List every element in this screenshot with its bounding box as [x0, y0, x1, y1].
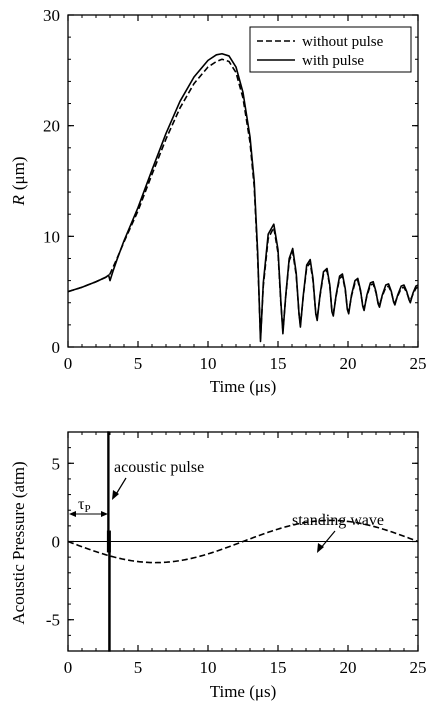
pressure-x-tick-label-3: 15: [270, 658, 287, 677]
pressure-x-tick-label-2: 10: [200, 658, 217, 677]
radius-curves: [67, 52, 419, 343]
legend-label-without-pulse: without pulse: [302, 34, 384, 50]
tau-subscript: P: [84, 503, 90, 515]
radius-x-tick-label-1: 5: [134, 354, 143, 373]
radius-y-tick-label-2: 20: [43, 117, 60, 136]
pressure-x-tick-label-0: 0: [64, 658, 73, 677]
radius-y-axis-symbol: R: [9, 195, 28, 207]
tau-p-label: τP: [78, 496, 91, 515]
legend-label-with-pulse: with pulse: [302, 53, 364, 69]
standing-wave-label: standing wave: [292, 512, 384, 529]
tau-symbol: τ: [78, 496, 85, 513]
radius-plot-frame: [67, 14, 419, 348]
pressure-y-tick-label-1: 0: [52, 533, 61, 552]
standing-wave-line: [67, 519, 419, 564]
standing-wave-arrowhead: [317, 543, 324, 553]
pressure-y-tick-label-0: -5: [46, 611, 60, 630]
without-pulse-line: [67, 58, 419, 339]
radius-x-tick-label-3: 15: [270, 354, 287, 373]
acoustic-pulse-arrowhead: [112, 490, 119, 500]
radius-y-tick-label-0: 0: [52, 338, 61, 357]
pressure-x-tick-label-5: 25: [410, 658, 427, 677]
radius-x-axis-label: Time (μs): [210, 377, 277, 396]
radius-axis-ticks: 0 5 10 15 20 25 0 10 20 30: [43, 6, 427, 373]
pressure-curves: [67, 431, 419, 652]
pressure-x-tick-label-1: 5: [134, 658, 143, 677]
radius-x-tick-label-0: 0: [64, 354, 73, 373]
radius-x-tick-label-2: 10: [200, 354, 217, 373]
tau-p-right-arrowhead: [101, 511, 108, 517]
tau-p-marker: τP: [69, 496, 108, 517]
radius-y-axis-unit: (μm): [9, 156, 28, 190]
radius-y-axis-label: R (μm): [9, 156, 28, 206]
radius-y-tick-label-3: 30: [43, 6, 60, 25]
radius-x-tick-label-5: 25: [410, 354, 427, 373]
acoustic-pulse-core: [106, 530, 111, 553]
legend-box: [249, 26, 412, 73]
radius-legend: without pulse with pulse: [249, 26, 412, 73]
with-pulse-line: [67, 52, 419, 343]
pressure-axis-ticks: 0 5 10 15 20 25 -5 0 5: [46, 431, 427, 677]
acoustic-pulse-label: acoustic pulse: [114, 459, 204, 476]
pressure-x-tick-label-4: 20: [340, 658, 357, 677]
radius-chart: 0 5 10 15 20 25 0 10 20 30 R (μm) Time (μs) withou…: [9, 6, 427, 396]
tau-p-left-arrowhead: [69, 511, 76, 517]
radius-y-tick-label-1: 10: [43, 227, 60, 246]
radius-x-tick-label-4: 20: [340, 354, 357, 373]
pressure-x-axis-label: Time (μs): [210, 682, 277, 701]
pressure-y-axis-label: Acoustic Pressure (atm): [9, 461, 28, 624]
pressure-chart: 0 5 10 15 20 25 -5 0 5 Acoustic Pressure (atm) T…: [9, 431, 427, 701]
pressure-y-tick-label-2: 5: [52, 454, 61, 473]
